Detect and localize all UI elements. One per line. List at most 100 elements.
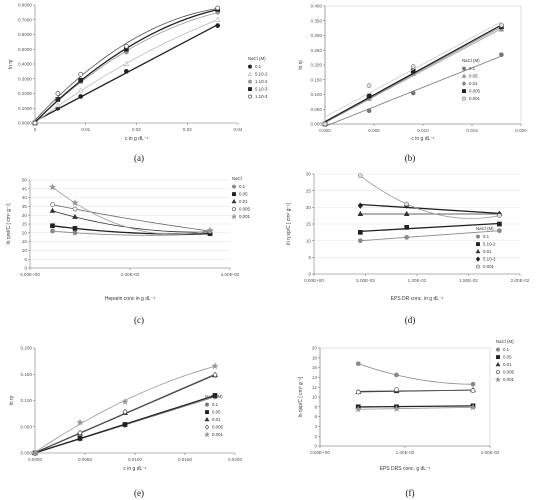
y-tick-label: 5 [24, 257, 27, 262]
y-tick-label: 5 [308, 255, 311, 260]
legend-entry-label: 0.001 [469, 96, 481, 101]
data-point [357, 210, 364, 216]
data-point [49, 207, 56, 213]
series-1.10-3 [32, 5, 221, 126]
series-0.001 [48, 183, 214, 235]
series-trendline [34, 8, 218, 121]
y-tick-label: 30 [306, 172, 312, 177]
y-tick-label: 0.1000 [18, 106, 32, 111]
x-axis-label: c in g dL⁻¹ [123, 466, 147, 472]
series-0.001 [358, 173, 502, 219]
y-tick-label: 15 [306, 222, 312, 227]
data-point [71, 199, 79, 206]
x-tick-label: 0.010 [417, 128, 429, 133]
series-5.10-3 [357, 202, 503, 218]
data-point [394, 387, 399, 392]
panel-label-d: (d) [405, 315, 416, 325]
legend-entry-label: 0.05 [212, 410, 221, 415]
series-trendline [52, 204, 211, 232]
y-axis-label: ln ηsp/C [ cm³ g⁻¹] [298, 376, 304, 417]
legend-entry-label: 1.10-3 [255, 94, 268, 99]
legend-marker [205, 402, 209, 407]
data-point [355, 389, 361, 395]
series-5.10-2 [358, 221, 502, 235]
legend-title: NaCl (M) [462, 58, 480, 63]
y-tick-label: 6 [314, 414, 317, 419]
x-tick-label: 2.00E-02 [481, 450, 500, 455]
series-trendline [34, 12, 218, 123]
legend-entry-label: 5.10-2 [255, 72, 268, 77]
x-tick-label: 0.03 [183, 127, 192, 132]
y-tick-label: 0.250 [311, 48, 323, 53]
data-point [497, 213, 502, 219]
legend-entry-label: 0.05 [469, 74, 478, 79]
series-0.1 [32, 23, 221, 126]
x-tick-label: 0 [34, 127, 37, 132]
legend-marker [205, 410, 209, 415]
series-trendline [358, 405, 474, 408]
legend-entry-label: 5.10-2 [483, 242, 496, 247]
series-0.005 [32, 371, 218, 457]
legend-marker [494, 376, 502, 383]
y-axis-label: ln ηrel/C [ cm³ g⁻¹] [6, 203, 12, 245]
series-0.005 [355, 387, 476, 395]
data-point [206, 226, 214, 234]
data-point [212, 371, 218, 379]
legend-entry-label: 0.005 [469, 89, 481, 94]
series-0.001 [322, 21, 504, 127]
panel-label-b: (b) [405, 153, 416, 163]
data-point [31, 449, 39, 457]
y-tick-label: 0.100 [21, 398, 33, 403]
y-tick-label: 10 [22, 248, 28, 253]
legend-entry-label: 0.001 [503, 377, 515, 382]
x-axis-label: EPS DRS conc. g dL⁻¹ [380, 466, 431, 472]
x-tick-label: 0.0200 [228, 457, 242, 462]
y-tick-label: 40 [22, 195, 28, 200]
y-tick-label: 0.400 [311, 4, 323, 9]
y-tick-label: 4 [314, 424, 317, 429]
y-tick-label: 0 [308, 272, 311, 277]
panel-label-c: (c) [134, 315, 144, 325]
data-point [366, 108, 372, 114]
legend-marker [476, 242, 480, 247]
y-axis-label: ln ηr [8, 59, 14, 69]
legend-entry-label: 0.01 [469, 81, 478, 86]
series-trendline [360, 175, 500, 219]
data-point [212, 393, 218, 398]
data-point [121, 397, 129, 405]
x-tick-label: 0.00E+00 [304, 278, 324, 283]
legend-entry-label: 0.1 [483, 234, 490, 239]
y-tick-label: 0.000 [311, 122, 323, 127]
data-point [123, 60, 130, 66]
data-point [394, 372, 399, 378]
legend-entry-label: 0.001 [239, 214, 251, 219]
x-tick-label: 0.0000 [28, 457, 42, 462]
y-tick-label: 0.350 [311, 18, 323, 23]
x-tick-label: 1.00E-02 [408, 278, 427, 283]
x-axis-label: Heparin conc in g dL⁻¹ [105, 296, 156, 302]
legend: NaCl (M) 0.1 0.05 0.01 0.005 0.001 [203, 394, 224, 438]
y-tick-label: 0.150 [311, 77, 323, 82]
y-tick-label: 0 [314, 444, 317, 449]
legend-marker [496, 370, 500, 375]
x-tick-label: 0.005 [368, 128, 380, 133]
data-point [72, 206, 78, 212]
data-point [366, 83, 372, 89]
series-trendline [360, 203, 500, 215]
legend-marker [232, 192, 236, 197]
data-point [358, 173, 363, 179]
x-tick-label: 2.00E-02 [511, 278, 530, 283]
legend-marker [230, 213, 238, 220]
data-point [76, 418, 84, 426]
series-trendline [52, 186, 211, 235]
x-tick-label: 0.0100 [128, 457, 142, 462]
y-tick-label: 12 [312, 385, 318, 390]
data-point [72, 230, 78, 236]
y-tick-label: 0.4000 [18, 62, 32, 67]
legend-marker [248, 79, 252, 84]
data-point [499, 52, 504, 58]
y-axis-label: ln η sp/C [ cm³ g⁻¹] [286, 202, 292, 245]
data-point [215, 5, 221, 11]
legend-entry-label: 0.005 [503, 370, 515, 375]
data-point [32, 120, 38, 126]
